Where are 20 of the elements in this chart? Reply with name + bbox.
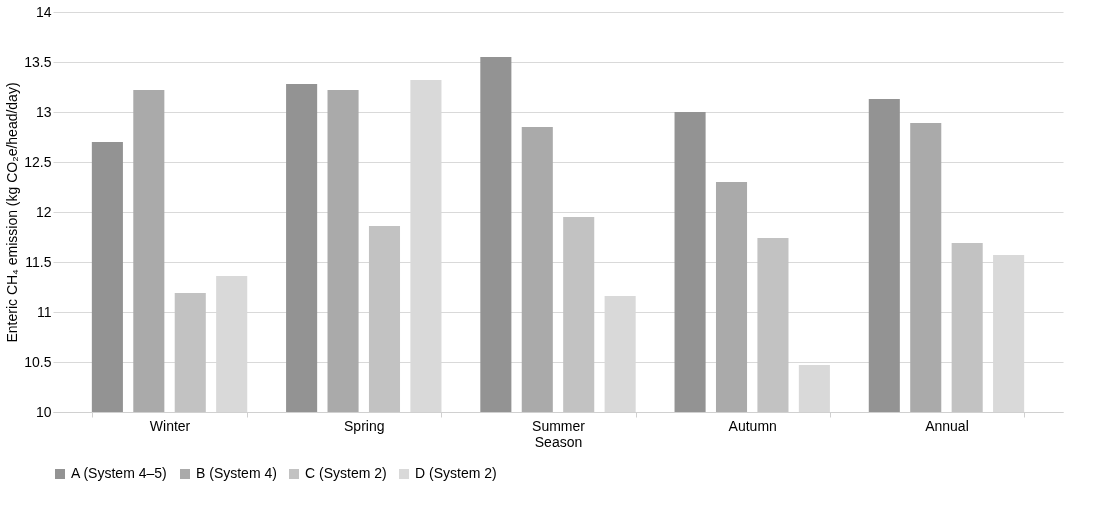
x-tick-label: Summer [532,417,586,434]
x-tick-label: Autumn [728,417,777,434]
x-tick-label: Spring [344,417,385,434]
y-tick-label: 13 [35,103,52,120]
x-tick-label: Annual [925,417,969,434]
x-tick-label: Winter [149,417,191,434]
y-tick-label: 10 [35,403,52,420]
legend-label: C (System 2) [305,465,387,481]
y-axis-title: Enteric CH₄ emission (kg CO₂e/head/day) [4,82,21,343]
y-tick-label: 12 [35,203,52,220]
y-tick-label: 11.5 [25,253,52,270]
legend-label: B (System 4) [196,465,277,481]
y-tick-label: 11 [36,303,52,320]
y-tick-label: 12.5 [24,153,52,170]
x-axis-title: Season [534,433,583,450]
legend-label: D (System 2) [415,465,497,481]
legend-label: A (System 4–5) [71,465,167,481]
y-tick-label: 14 [35,3,52,20]
y-tick-label: 13.5 [24,53,52,70]
y-tick-label: 10.5 [24,353,52,370]
